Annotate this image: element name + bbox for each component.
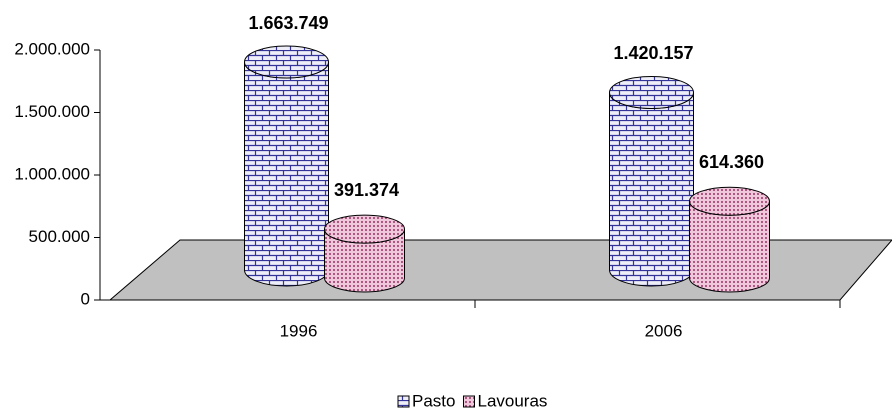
cylinder-top (244, 45, 329, 79)
legend-swatch (462, 395, 475, 408)
y-tick-label: 500.000 (29, 227, 90, 246)
cylinder-top (324, 214, 405, 244)
floor (108, 239, 892, 301)
y-tick-label: 1.500.000 (14, 102, 90, 121)
cylinder (609, 92, 694, 287)
cylinder-top (689, 186, 770, 216)
value-label: 1.420.157 (613, 43, 693, 63)
x-tick-label: 1996 (280, 321, 318, 340)
legend-swatch (397, 395, 410, 408)
value-label: 614.360 (699, 152, 764, 172)
legend-label: Lavouras (477, 391, 547, 410)
y-tick-label: 0 (81, 289, 90, 308)
value-label: 391.374 (334, 180, 399, 200)
legend-label: Pasto (412, 391, 455, 410)
cylinder-top (609, 75, 694, 109)
y-tick-label: 1.000.000 (14, 164, 90, 183)
value-label: 1.663.749 (248, 13, 328, 33)
y-tick-label: 2.000.000 (14, 39, 90, 58)
cylinder (244, 61, 329, 287)
x-tick-label: 2006 (645, 321, 683, 340)
